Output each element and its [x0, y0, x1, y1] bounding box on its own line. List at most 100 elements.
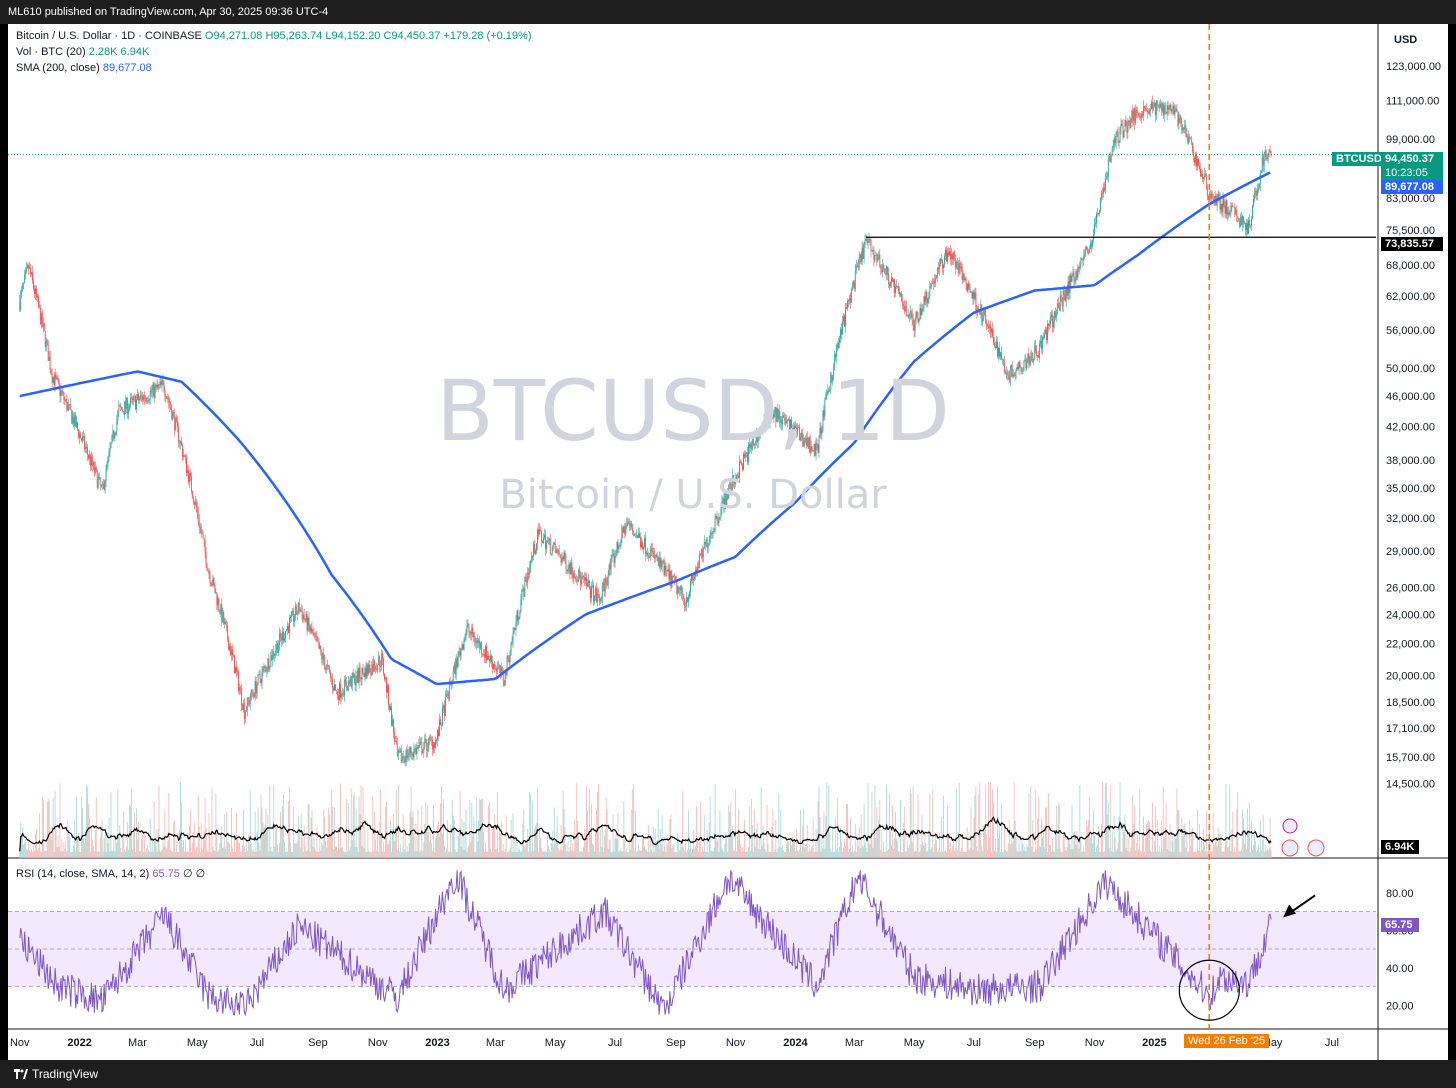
volume-bar: [746, 851, 747, 858]
candle-body: [988, 324, 990, 329]
watermark-symbol: BTCUSD, 1D: [436, 362, 950, 460]
legend-rsi-row: RSI (14, close, SMA, 14, 2) 65.75 ∅ ∅: [16, 867, 205, 880]
volume-bar: [1046, 806, 1047, 858]
volume-bar: [313, 837, 315, 858]
volume-bar: [101, 819, 103, 858]
volume-bar: [486, 851, 487, 858]
volume-bar: [167, 840, 169, 858]
candle-body: [306, 613, 308, 631]
candle-body: [321, 651, 323, 660]
candle-body: [1130, 117, 1132, 129]
tradingview-logo[interactable]: TradingView: [14, 1060, 98, 1088]
volume-bar: [533, 850, 535, 858]
volume-bar: [151, 838, 153, 858]
volume-bar: [494, 849, 496, 858]
candle-body: [547, 540, 549, 541]
candle-body: [1025, 359, 1027, 369]
candle-body: [902, 303, 904, 306]
candle-body: [1171, 109, 1173, 112]
volume-bar: [277, 844, 279, 858]
candle-body: [360, 677, 362, 680]
candle-body: [423, 746, 425, 753]
volume-ma-line: [19, 816, 1272, 852]
candle-body: [143, 395, 145, 400]
volume-bar: [939, 833, 941, 858]
candle-body: [634, 533, 636, 536]
candle-body: [786, 420, 788, 424]
chart-canvas[interactable]: 123,000.00111,000.0099,000.0083,000.0075…: [8, 24, 1448, 1060]
price-axis-tick: 24,000.00: [1386, 609, 1435, 621]
volume-bar: [694, 848, 695, 858]
rsi-axis-tick: 40.00: [1386, 963, 1414, 975]
volume-bar: [1112, 852, 1114, 858]
volume-bar: [490, 848, 491, 858]
candle-body: [270, 655, 272, 668]
time-axis-label: 2022: [67, 1037, 91, 1049]
candle-body: [940, 258, 942, 265]
currency-label[interactable]: USD: [1394, 34, 1418, 46]
candle-body: [934, 280, 936, 283]
price-axis-tick: 111,000.00: [1386, 95, 1439, 107]
candle-body: [273, 651, 275, 657]
volume-bar: [435, 838, 436, 858]
volume-bar: [412, 810, 414, 858]
legend-symbol[interactable]: Bitcoin / U.S. Dollar · 1D · COINBASE: [16, 30, 202, 42]
candle-body: [1240, 216, 1242, 227]
candle-body: [920, 308, 922, 315]
candle-body: [897, 286, 899, 292]
candle-body: [851, 286, 853, 289]
volume-bar: [198, 826, 200, 858]
volume-bar: [1007, 842, 1009, 858]
legend-rsi-label[interactable]: RSI (14, close, SMA, 14, 2): [16, 868, 150, 880]
candle-body: [287, 626, 288, 630]
volume-bar: [698, 841, 700, 858]
volume-bar: [778, 792, 780, 858]
candle-body: [115, 431, 117, 435]
volume-bar: [639, 850, 640, 858]
candle-body: [651, 548, 653, 553]
candle-body: [370, 671, 372, 675]
candle-body: [403, 757, 405, 759]
candle-body: [410, 747, 412, 755]
chart-frame[interactable]: 123,000.00 111,000.00 99,000.00 83,000.00 75…: [8, 24, 1448, 1060]
candle-body: [1149, 110, 1150, 114]
volume-bar: [876, 807, 878, 858]
volume-bar: [1087, 826, 1089, 858]
candle-body: [415, 748, 417, 755]
volume-bar: [1251, 820, 1252, 858]
volume-bar: [1064, 846, 1066, 858]
candle-body: [876, 255, 878, 262]
candle-body: [215, 592, 217, 594]
candle-body: [1181, 123, 1183, 131]
volume-bar: [177, 851, 179, 858]
candle-body: [527, 572, 529, 583]
candle-body: [336, 690, 337, 692]
volume-bar: [325, 841, 327, 858]
volume-bar: [366, 851, 368, 858]
volume-bar: [457, 836, 459, 858]
volume-bar: [41, 797, 43, 858]
volume-bar: [803, 848, 805, 858]
volume-bar: [245, 839, 247, 858]
volume-bar: [1217, 828, 1219, 858]
volume-bar: [614, 838, 616, 858]
legend-volume-label[interactable]: Vol · BTC (20): [16, 46, 86, 58]
volume-bar: [38, 847, 39, 858]
candle-body: [839, 338, 841, 343]
volume-bar: [507, 851, 509, 858]
candle-body: [1220, 203, 1222, 210]
volume-bar: [681, 846, 683, 858]
volume-bar: [558, 851, 560, 858]
candle-body: [294, 605, 296, 618]
candle-body: [156, 385, 158, 388]
volume-bar: [390, 820, 391, 858]
candle-body: [733, 474, 735, 483]
volume-bar: [32, 851, 33, 858]
candle-body: [100, 485, 102, 486]
candle-body: [128, 409, 130, 414]
volume-bar: [888, 849, 890, 858]
candle-body: [724, 491, 726, 509]
candle-body: [1096, 213, 1097, 224]
legend-sma-label[interactable]: SMA (200, close): [16, 62, 100, 74]
volume-bar: [780, 809, 782, 858]
